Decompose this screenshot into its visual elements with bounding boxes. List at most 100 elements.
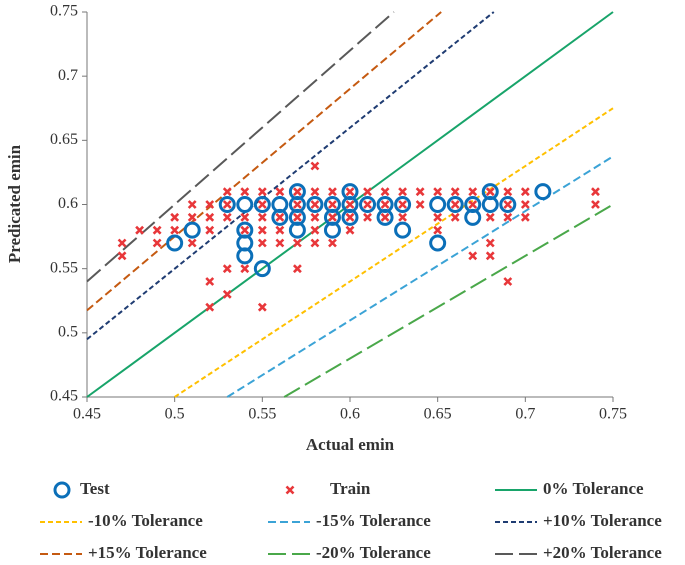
- y-tick-label: 0.65: [50, 131, 78, 148]
- train-point: [328, 187, 337, 197]
- tolerance-line: [86, 11, 395, 283]
- test-point: [236, 247, 254, 265]
- train-point: [257, 200, 267, 209]
- legend-label: 0% Tolerance: [543, 479, 644, 498]
- train-point: [415, 200, 425, 209]
- train-point: [240, 212, 250, 222]
- train-point: [257, 225, 267, 235]
- train-point: [363, 187, 372, 197]
- train-point: [170, 212, 180, 222]
- train-point: [240, 264, 250, 274]
- test-point: [376, 208, 394, 226]
- train-point: [380, 212, 390, 222]
- train-point: [520, 200, 530, 209]
- y-tick-label: 0.45: [50, 388, 78, 405]
- train-point: [285, 485, 295, 495]
- train-point: [363, 200, 372, 209]
- train-point: [310, 187, 320, 197]
- train-point: [187, 200, 197, 209]
- legend-item: Train: [285, 479, 371, 498]
- test-point: [481, 196, 499, 213]
- train-point: [275, 187, 285, 197]
- legend-label: +10% Tolerance: [543, 511, 662, 530]
- legend-item: +10% Tolerance: [495, 511, 662, 530]
- legend-item: +20% Tolerance: [495, 543, 662, 562]
- train-point: [433, 225, 443, 235]
- train-point: [520, 212, 530, 222]
- train-point: [345, 212, 355, 222]
- train-point: [222, 212, 232, 222]
- train-point: [187, 238, 197, 248]
- legend-item: -15% Tolerance: [268, 511, 431, 530]
- train-point: [222, 264, 232, 274]
- tolerance-line: [174, 107, 614, 398]
- train-point: [450, 200, 460, 209]
- train-point: [591, 200, 600, 209]
- train-point: [450, 187, 460, 197]
- train-point: [240, 187, 250, 197]
- train-point: [591, 187, 600, 197]
- y-tick-label: 0.6: [58, 195, 78, 212]
- x-tick-label: 0.5: [165, 406, 185, 423]
- legend-label: +15% Tolerance: [88, 543, 207, 562]
- train-point: [222, 289, 232, 299]
- train-point: [415, 187, 425, 197]
- train-point: [485, 212, 495, 222]
- train-point: [345, 200, 355, 209]
- y-tick-label: 0.75: [50, 3, 78, 20]
- x-tick-label: 0.45: [73, 406, 101, 423]
- train-point: [363, 212, 372, 222]
- x-tick-label: 0.6: [340, 406, 360, 423]
- legend-label: +20% Tolerance: [543, 543, 662, 562]
- train-point: [450, 212, 460, 222]
- train-point: [187, 212, 197, 222]
- train-point: [275, 238, 285, 248]
- train-point: [205, 302, 215, 312]
- test-point: [166, 234, 184, 252]
- train-point: [380, 200, 390, 209]
- train-point: [468, 251, 478, 261]
- test-point: [253, 260, 271, 278]
- train-point: [257, 238, 267, 248]
- test-point: [288, 221, 306, 239]
- x-tick-label: 0.55: [248, 406, 276, 423]
- test-point: [323, 221, 341, 239]
- train-point: [135, 225, 145, 235]
- test-point: [218, 196, 236, 213]
- legend-label: Test: [80, 479, 110, 498]
- train-point: [398, 200, 408, 209]
- test-point: [236, 221, 254, 239]
- test-point: [394, 221, 412, 239]
- train-point: [310, 225, 320, 235]
- train-point: [328, 200, 337, 209]
- x-axis-label: Actual emin: [306, 435, 395, 454]
- train-point: [468, 200, 478, 209]
- train-point: [310, 238, 320, 248]
- tolerance-line: [86, 11, 495, 341]
- train-point: [170, 225, 180, 235]
- legend-label: Train: [330, 479, 371, 498]
- legend-label: -20% Tolerance: [316, 543, 431, 562]
- train-point: [275, 212, 285, 222]
- legend-item: -20% Tolerance: [268, 543, 431, 562]
- train-point: [433, 187, 443, 197]
- x-tick-label: 0.75: [599, 406, 627, 423]
- train-point: [222, 200, 232, 209]
- train-point: [485, 238, 495, 248]
- train-point: [205, 225, 215, 235]
- train-point: [205, 212, 215, 222]
- train-point: [520, 187, 530, 197]
- legend-label: -15% Tolerance: [316, 511, 431, 530]
- train-point: [292, 238, 302, 248]
- train-point: [503, 212, 513, 222]
- train-point: [433, 212, 443, 222]
- train-point: [117, 251, 127, 261]
- test-point: [429, 196, 447, 213]
- test-point: [271, 208, 289, 226]
- train-point: [345, 225, 355, 235]
- tolerance-line: [86, 11, 442, 312]
- test-point: [446, 196, 464, 213]
- legend-item: Test: [53, 479, 110, 499]
- train-point: [222, 187, 232, 197]
